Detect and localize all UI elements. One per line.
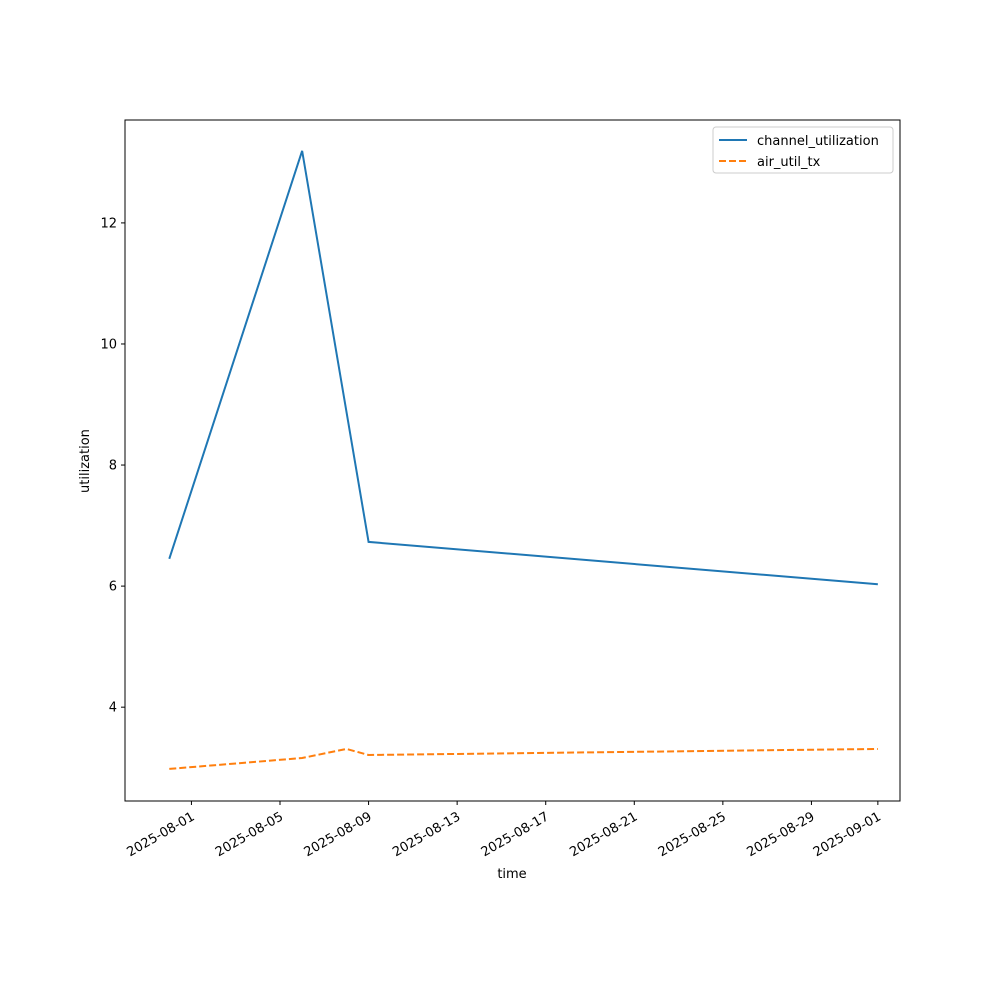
data-line xyxy=(168,150,878,586)
y-tick-label: 8 xyxy=(109,459,117,474)
legend-label: air_util_tx xyxy=(757,155,821,170)
plot-frame xyxy=(124,119,901,802)
y-tick-label: 4 xyxy=(109,701,117,716)
y-tick-label: 10 xyxy=(100,337,117,352)
x-axis-label: time xyxy=(497,867,526,882)
legend-box xyxy=(712,126,894,174)
y-axis-label: utilization xyxy=(78,429,93,493)
y-tick-label: 6 xyxy=(109,580,117,595)
data-line xyxy=(169,747,878,770)
legend-label: channel_utilization xyxy=(757,134,879,149)
y-tick-label: 12 xyxy=(100,216,117,231)
